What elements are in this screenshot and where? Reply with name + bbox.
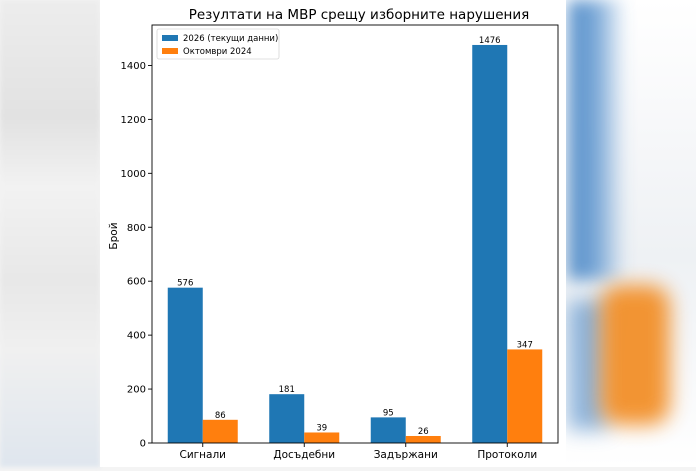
bar-series-2 bbox=[507, 349, 543, 443]
bar-series-1 bbox=[167, 287, 203, 443]
y-tick-label: 1000 bbox=[121, 169, 146, 180]
bar-value-label: 347 bbox=[517, 340, 533, 350]
bar-series-1 bbox=[269, 394, 305, 443]
x-tick-label: Протоколи bbox=[477, 449, 537, 461]
legend-swatch bbox=[162, 35, 178, 41]
legend-label: 2026 (текущи данни) bbox=[183, 34, 278, 44]
plot-area: 576 181 95 1476 86 39 26 347 0 200 400 600 800 1000 12… bbox=[121, 24, 559, 461]
y-tick-label: 1400 bbox=[121, 61, 146, 72]
bar-series-1 bbox=[370, 417, 406, 443]
y-tick-label: 400 bbox=[127, 331, 146, 342]
plot-frame bbox=[151, 24, 559, 444]
bar-series-2 bbox=[405, 435, 441, 443]
bar-chart: Резултати на МВР срещу изборните нарушен… bbox=[108, 7, 559, 461]
blurred-blue-shape bbox=[568, 0, 626, 280]
y-axis-label: Брой bbox=[108, 222, 120, 249]
bar-series-1 bbox=[472, 44, 508, 444]
x-tick-label: Задържани bbox=[374, 449, 438, 461]
bar-series-2 bbox=[202, 419, 238, 443]
x-tick-label: Сигнали bbox=[179, 449, 226, 461]
bar-value-label: 181 bbox=[279, 385, 295, 395]
legend-label: Октомври 2024 bbox=[183, 47, 252, 57]
blurred-background-left bbox=[0, 0, 100, 467]
legend-box bbox=[156, 28, 280, 60]
bar-value-label: 39 bbox=[316, 423, 327, 433]
y-tick-label: 0 bbox=[140, 439, 146, 450]
blurred-orange-shape bbox=[600, 285, 670, 425]
y-tick-label: 600 bbox=[127, 277, 146, 288]
y-tick-label: 800 bbox=[127, 223, 146, 234]
bar-series-2 bbox=[304, 432, 340, 443]
bar-value-label: 1476 bbox=[479, 36, 501, 46]
bar-value-label: 86 bbox=[215, 411, 226, 421]
bar-value-label: 576 bbox=[177, 279, 193, 289]
legend-swatch bbox=[162, 48, 178, 54]
chart-title: Резултати на МВР срещу изборните нарушен… bbox=[189, 7, 530, 23]
chart-panel: Резултати на МВР срещу изборните нарушен… bbox=[100, 0, 566, 467]
bar-value-label: 95 bbox=[383, 408, 394, 418]
bar-value-label: 26 bbox=[418, 427, 429, 437]
y-tick-label: 200 bbox=[127, 385, 146, 396]
y-tick-label: 1200 bbox=[121, 115, 146, 126]
x-tick-label: Досъдебни bbox=[273, 449, 335, 461]
